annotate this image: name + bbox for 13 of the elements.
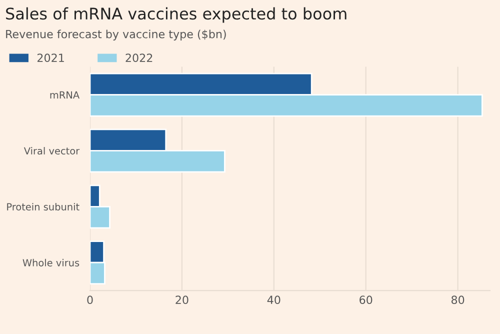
legend-label: 2022 [126, 54, 152, 62]
x-tick-label: 20 [176, 296, 188, 304]
x-tick-label: 40 [267, 296, 280, 304]
chart-subtitle: Revenue forecast by vaccine type ($bn) [6, 30, 226, 40]
chart-title: Sales of mRNA vaccines expected to boom [6, 7, 346, 23]
legend-label: 2021 [37, 54, 64, 62]
y-tick-label: Protein subunit [7, 202, 80, 210]
x-tick-label: 60 [360, 296, 372, 304]
x-tick-label: 0 [87, 296, 93, 304]
y-tick-label: Viral vector [24, 147, 80, 155]
y-tick-label: Whole virus [22, 258, 80, 266]
x-tick-label: 80 [452, 296, 464, 304]
y-tick-label: mRNA [50, 91, 80, 98]
